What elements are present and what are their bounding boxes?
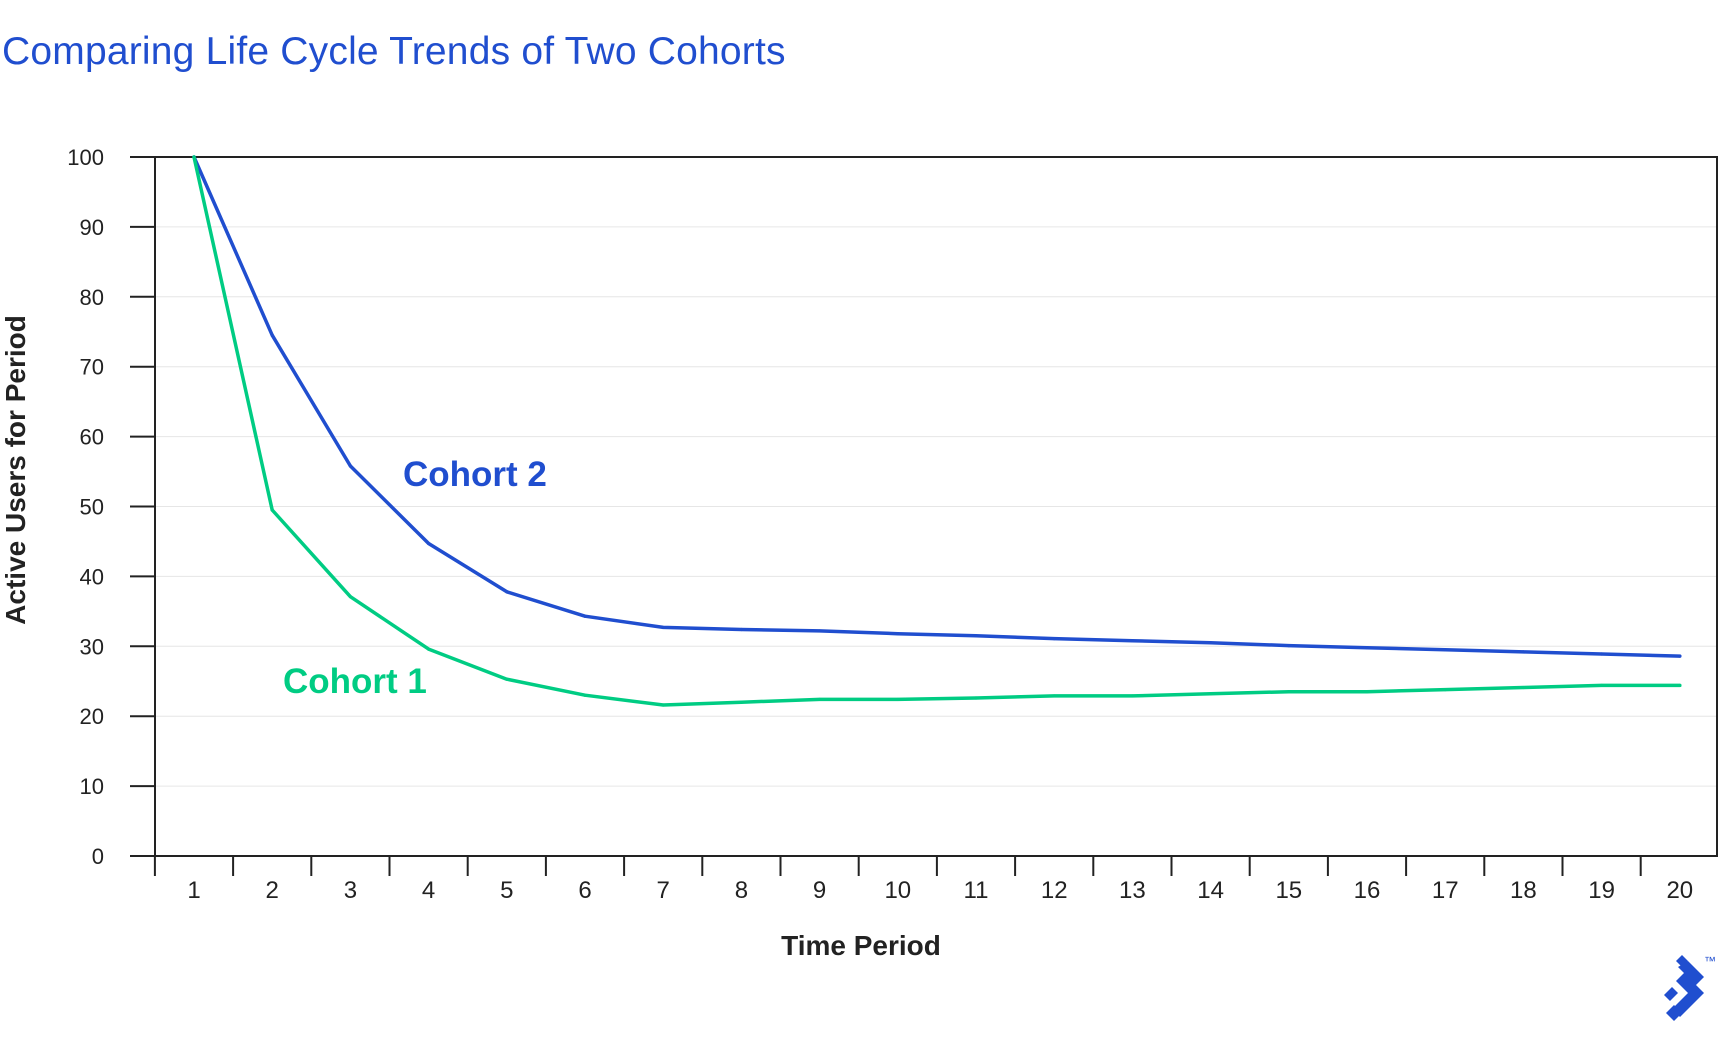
data-point	[974, 696, 978, 700]
y-tick-label: 50	[80, 495, 104, 520]
x-tick-label: 15	[1275, 877, 1302, 904]
x-tick-label: 11	[964, 877, 989, 904]
x-tick-label: 5	[500, 877, 513, 904]
trademark-mark: ™	[1704, 955, 1716, 968]
data-point	[427, 541, 431, 546]
data-point	[1443, 648, 1447, 652]
data-point	[661, 703, 665, 707]
data-point	[739, 627, 744, 632]
data-point	[270, 508, 274, 512]
series-line-cohort-1	[192, 155, 1682, 707]
y-tick-label: 30	[80, 634, 104, 659]
series-label: Cohort 2	[403, 455, 547, 494]
data-point	[1365, 690, 1369, 694]
data-point	[348, 595, 352, 599]
y-tick-label: 0	[92, 844, 104, 869]
y-tick-label: 100	[67, 145, 104, 170]
data-point	[896, 632, 900, 636]
data-point	[583, 693, 587, 697]
x-tick-label: 18	[1510, 877, 1537, 904]
x-tick-label: 9	[813, 877, 826, 904]
data-point	[1287, 644, 1291, 648]
data-point	[818, 697, 822, 702]
series-labels: Cohort 2 Cohort 1	[283, 455, 547, 701]
data-point	[1443, 688, 1447, 692]
data-point	[270, 333, 274, 337]
x-tick-label: 20	[1666, 877, 1693, 904]
data-point	[1365, 646, 1369, 650]
chart-title: Comparing Life Cycle Trends of Two Cohor…	[2, 30, 786, 73]
data-point	[1600, 652, 1604, 656]
toptal-logo-icon: ™	[1664, 954, 1716, 1021]
data-point	[1600, 683, 1604, 688]
x-tick-label: 10	[884, 877, 911, 904]
x-tick-label: 13	[1119, 877, 1146, 904]
data-point	[896, 697, 900, 702]
x-tick-label: 12	[1041, 877, 1068, 904]
data-point	[1209, 641, 1213, 645]
y-axis-ticks: 0 10 20 30 40 50 60 70 80 90 100	[67, 145, 155, 869]
x-tick-label: 19	[1588, 877, 1615, 904]
data-point	[1052, 694, 1056, 698]
gridlines	[155, 226, 1717, 787]
y-tick-label: 40	[80, 564, 104, 589]
x-tick-label: 6	[578, 877, 591, 904]
series-line-cohort-2	[192, 155, 1682, 658]
data-point	[739, 700, 744, 704]
y-tick-label: 20	[80, 704, 104, 729]
x-tick-label: 16	[1354, 877, 1381, 904]
data-point	[1678, 683, 1682, 688]
data-point	[1130, 694, 1134, 698]
data-point	[1130, 639, 1134, 643]
data-point	[583, 614, 587, 618]
y-axis-label: Active Users for Period	[0, 315, 31, 625]
data-point	[1521, 650, 1525, 654]
x-tick-label: 7	[657, 877, 670, 904]
data-point	[1209, 692, 1213, 696]
data-point	[1052, 637, 1056, 641]
x-tick-label: 8	[735, 877, 748, 904]
data-point	[505, 590, 509, 594]
x-axis-ticks: 1 2 3 4 5 6 7 8 9 10 11 12 13 14 15 16 17 18 19 20	[153, 856, 1693, 904]
x-tick-label: 14	[1197, 877, 1224, 904]
data-point	[661, 625, 665, 630]
toptal-logo: ™	[1656, 954, 1720, 1030]
x-axis-label: Time Period	[781, 930, 941, 961]
data-point	[974, 634, 978, 638]
x-tick-label: 3	[344, 877, 357, 904]
data-point	[1521, 685, 1525, 690]
series-lines	[192, 155, 1682, 707]
y-tick-label: 10	[80, 774, 104, 799]
data-point	[348, 464, 352, 468]
y-tick-label: 80	[80, 285, 104, 310]
y-tick-label: 70	[80, 355, 104, 380]
y-tick-label: 90	[80, 215, 104, 240]
data-point	[427, 647, 431, 651]
data-point	[1678, 654, 1682, 658]
data-point	[505, 677, 509, 681]
x-tick-label: 2	[266, 877, 279, 904]
data-point	[192, 155, 196, 159]
data-point	[818, 629, 822, 633]
x-tick-label: 17	[1432, 877, 1459, 904]
data-point	[1287, 690, 1291, 694]
series-label: Cohort 1	[283, 662, 427, 701]
x-tick-label: 1	[187, 877, 200, 904]
y-tick-label: 60	[80, 425, 104, 450]
x-tick-label: 4	[422, 877, 435, 904]
